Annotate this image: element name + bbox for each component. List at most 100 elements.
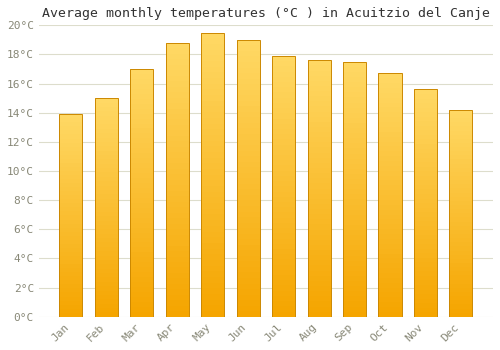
Bar [201,141,224,146]
Bar [450,246,472,251]
Bar [308,117,330,122]
Bar [236,211,260,217]
Bar [450,226,472,230]
Bar [343,215,366,220]
Bar [308,250,330,255]
Bar [378,98,402,103]
Bar [450,201,472,205]
Bar [60,175,82,179]
Bar [95,190,118,194]
Bar [450,251,472,255]
Bar [414,294,437,299]
Bar [308,178,330,183]
Bar [130,292,154,297]
Bar [272,218,295,223]
Bar [414,267,437,271]
Bar [60,208,82,211]
Bar [60,195,82,199]
Bar [201,283,224,288]
Bar [166,114,189,119]
Bar [378,298,402,302]
Bar [343,123,366,128]
Bar [378,229,402,234]
Bar [308,189,330,194]
Bar [166,174,189,180]
Bar [272,160,295,166]
Bar [95,103,118,107]
Bar [308,214,330,219]
Bar [201,260,224,266]
Bar [201,61,224,66]
Bar [272,254,295,259]
Bar [60,114,82,317]
Bar [378,136,402,141]
Bar [308,224,330,230]
Bar [308,158,330,163]
Bar [308,199,330,204]
Bar [201,112,224,118]
Bar [60,224,82,228]
Bar [236,106,260,112]
Bar [236,178,260,184]
Bar [414,280,437,285]
Bar [272,207,295,212]
Bar [378,224,402,229]
Bar [95,111,118,116]
Bar [343,159,366,164]
Bar [130,158,154,163]
Bar [95,299,118,304]
Bar [414,248,437,253]
Bar [60,216,82,219]
Bar [201,89,224,95]
Bar [130,148,154,153]
Bar [60,163,82,167]
Bar [201,124,224,129]
Bar [60,179,82,183]
Bar [166,48,189,54]
Bar [201,129,224,135]
Bar [272,280,295,286]
Bar [201,55,224,61]
Bar [236,278,260,284]
Bar [60,159,82,163]
Bar [60,288,82,293]
Bar [201,152,224,158]
Bar [236,134,260,140]
Bar [60,264,82,268]
Bar [166,218,189,224]
Bar [272,71,295,77]
Bar [60,304,82,309]
Bar [414,262,437,267]
Bar [308,122,330,127]
Bar [166,152,189,158]
Bar [95,212,118,216]
Bar [95,155,118,159]
Bar [95,164,118,168]
Bar [414,94,437,98]
Bar [95,247,118,251]
Bar [130,168,154,173]
Bar [201,243,224,248]
Bar [450,184,472,188]
Bar [60,244,82,248]
Bar [201,226,224,232]
Bar [414,289,437,294]
Bar [95,243,118,247]
Bar [236,140,260,145]
Bar [308,76,330,81]
Bar [201,146,224,152]
Bar [60,232,82,236]
Bar [343,312,366,317]
Bar [343,103,366,108]
Bar [60,285,82,288]
Bar [272,197,295,202]
Bar [201,180,224,186]
Bar [450,313,472,317]
Bar [166,196,189,202]
Bar [95,229,118,234]
Bar [343,266,366,271]
Bar [450,110,472,317]
Bar [343,184,366,189]
Bar [308,153,330,158]
Bar [272,166,295,171]
